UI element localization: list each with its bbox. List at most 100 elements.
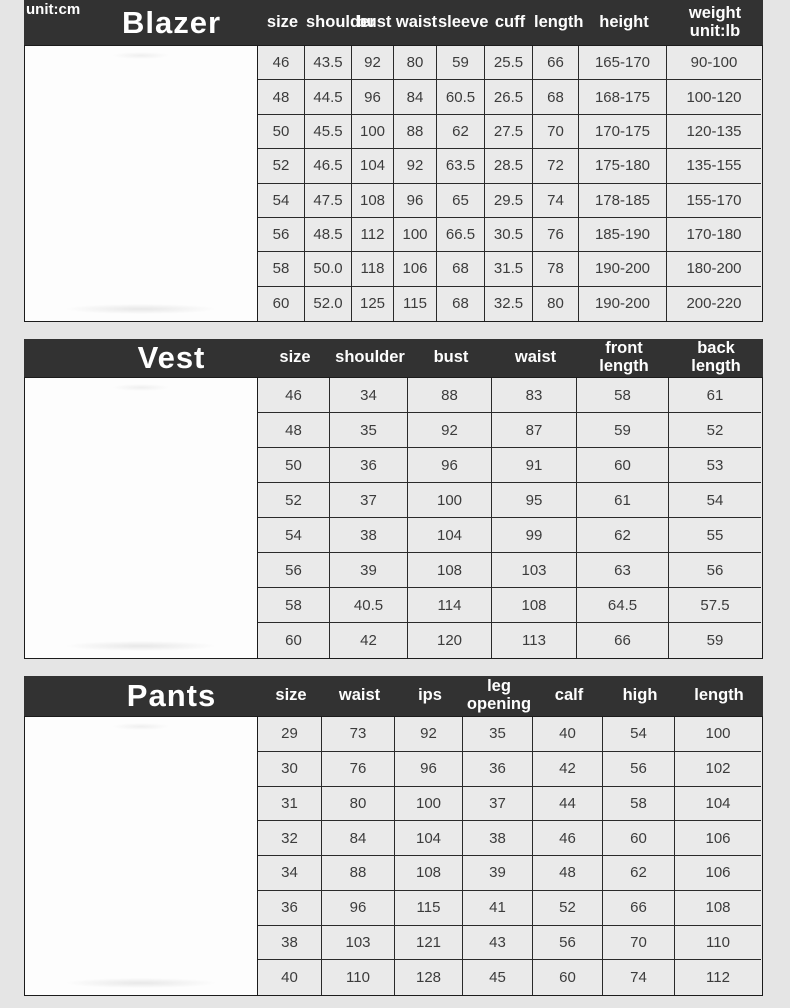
table-cell: 170-175 xyxy=(579,114,667,150)
table-cell: 52 xyxy=(669,413,761,448)
table-cell: 52 xyxy=(533,890,603,926)
table-cell: 175-180 xyxy=(579,149,667,184)
table-cell: 31 xyxy=(258,786,322,822)
table-cell: 96 xyxy=(352,80,394,115)
table-cell: 50.0 xyxy=(305,252,352,287)
table-cell: 106 xyxy=(675,821,761,856)
pants-data-grid: 29 73 92 35 40 54 100 30 76 96 36 42 56 102 31 80 100 37 4… xyxy=(258,717,762,995)
table-cell: 26.5 xyxy=(485,80,533,115)
table-cell: 60 xyxy=(258,623,330,658)
table-cell: 92 xyxy=(394,149,437,184)
table-cell: 95 xyxy=(492,483,577,518)
blazer-title: Blazer xyxy=(121,4,222,40)
table-cell: 54 xyxy=(258,183,305,218)
table-cell: 76 xyxy=(533,217,579,253)
table-cell: 29.5 xyxy=(485,183,533,218)
column-header: sleeve xyxy=(438,12,489,31)
table-cell: 73 xyxy=(322,717,395,752)
table-cell: 114 xyxy=(408,588,492,623)
table-cell: 58 xyxy=(577,378,669,413)
table-cell: 43 xyxy=(463,925,533,961)
table-cell: 108 xyxy=(395,856,463,891)
table-cell: 54 xyxy=(669,483,761,518)
table-cell: 30 xyxy=(258,751,322,787)
table-cell: 92 xyxy=(408,413,492,448)
table-cell: 108 xyxy=(492,588,577,623)
table-cell: 39 xyxy=(463,856,533,891)
table-cell: 28.5 xyxy=(485,149,533,184)
table-cell: 115 xyxy=(395,890,463,926)
column-header: bust xyxy=(433,348,469,367)
table-cell: 103 xyxy=(322,925,395,961)
table-cell: 60 xyxy=(577,448,669,483)
table-cell: 42 xyxy=(330,623,408,658)
table-cell: 65 xyxy=(437,183,485,218)
table-cell: 100 xyxy=(408,483,492,518)
table-cell: 113 xyxy=(492,623,577,658)
table-cell: 47.5 xyxy=(305,183,352,218)
pants-title-area: Pants xyxy=(24,676,259,716)
column-header: size xyxy=(279,348,311,367)
table-cell: 72 xyxy=(533,149,579,184)
table-cell: 70 xyxy=(533,114,579,150)
pants-title: Pants xyxy=(126,678,217,713)
column-header: waist xyxy=(514,348,557,367)
table-cell: 62 xyxy=(603,856,675,891)
table-cell: 104 xyxy=(675,786,761,822)
blazer-data-grid: 46 43.5 92 80 59 25.5 66 165-170 90-100 48 44.5 96 8… xyxy=(258,46,762,321)
table-cell: 74 xyxy=(603,960,675,995)
table-cell: 37 xyxy=(330,483,408,518)
table-cell: 36 xyxy=(330,448,408,483)
table-cell: 52 xyxy=(258,483,330,518)
table-cell: 56 xyxy=(258,553,330,588)
table-cell: 62 xyxy=(577,518,669,553)
table-cell: 66 xyxy=(533,46,579,81)
table-cell: 74 xyxy=(533,183,579,218)
table-cell: 46 xyxy=(258,46,305,81)
table-cell: 45.5 xyxy=(305,114,352,150)
table-cell: 104 xyxy=(352,149,394,184)
table-cell: 100 xyxy=(675,717,761,752)
table-cell: 110 xyxy=(675,925,761,961)
blazer-image-placeholder xyxy=(25,46,258,321)
table-cell: 80 xyxy=(394,46,437,81)
table-cell: 36 xyxy=(463,751,533,787)
table-cell: 66 xyxy=(577,623,669,658)
table-cell: 118 xyxy=(352,252,394,287)
table-cell: 59 xyxy=(577,413,669,448)
table-cell: 70 xyxy=(603,925,675,961)
table-cell: 58 xyxy=(258,588,330,623)
table-cell: 100 xyxy=(394,217,437,253)
table-cell: 68 xyxy=(533,80,579,115)
table-cell: 59 xyxy=(669,623,761,658)
table-cell: 88 xyxy=(322,856,395,891)
table-cell: 128 xyxy=(395,960,463,995)
vest-table-body: 46 34 88 83 58 61 48 35 92 87 59 52 50 36 96 91 60 53 52 37… xyxy=(24,377,763,659)
blazer-header-band: unit:cm Blazer size shoulder bust waist slee… xyxy=(24,0,763,45)
table-cell: 168-175 xyxy=(579,80,667,115)
blazer-size-table: unit:cm Blazer size shoulder bust waist slee… xyxy=(24,0,763,322)
table-cell: 32 xyxy=(258,821,322,856)
table-cell: 52 xyxy=(258,149,305,184)
table-cell: 35 xyxy=(463,717,533,752)
table-cell: 34 xyxy=(330,378,408,413)
table-cell: 102 xyxy=(675,751,761,787)
column-header: back length xyxy=(691,339,741,375)
table-cell: 35 xyxy=(330,413,408,448)
table-cell: 44 xyxy=(533,786,603,822)
unit-label: unit:cm xyxy=(26,1,81,18)
vest-data-grid: 46 34 88 83 58 61 48 35 92 87 59 52 50 36 96 91 60 53 52 37… xyxy=(258,378,762,658)
table-cell: 110 xyxy=(322,960,395,995)
table-cell: 40 xyxy=(258,960,322,995)
vest-header-band: Vest size shoulder bust waist front length ba… xyxy=(24,339,763,377)
blazer-column-headers: size shoulder bust waist sleeve cuff length hei… xyxy=(259,0,763,45)
table-cell: 61 xyxy=(669,378,761,413)
table-cell: 87 xyxy=(492,413,577,448)
table-cell: 88 xyxy=(394,114,437,150)
table-cell: 60 xyxy=(603,821,675,856)
column-header: height xyxy=(599,12,649,31)
column-header: ips xyxy=(418,686,442,705)
column-header: front length xyxy=(599,339,649,375)
table-cell: 80 xyxy=(533,286,579,321)
